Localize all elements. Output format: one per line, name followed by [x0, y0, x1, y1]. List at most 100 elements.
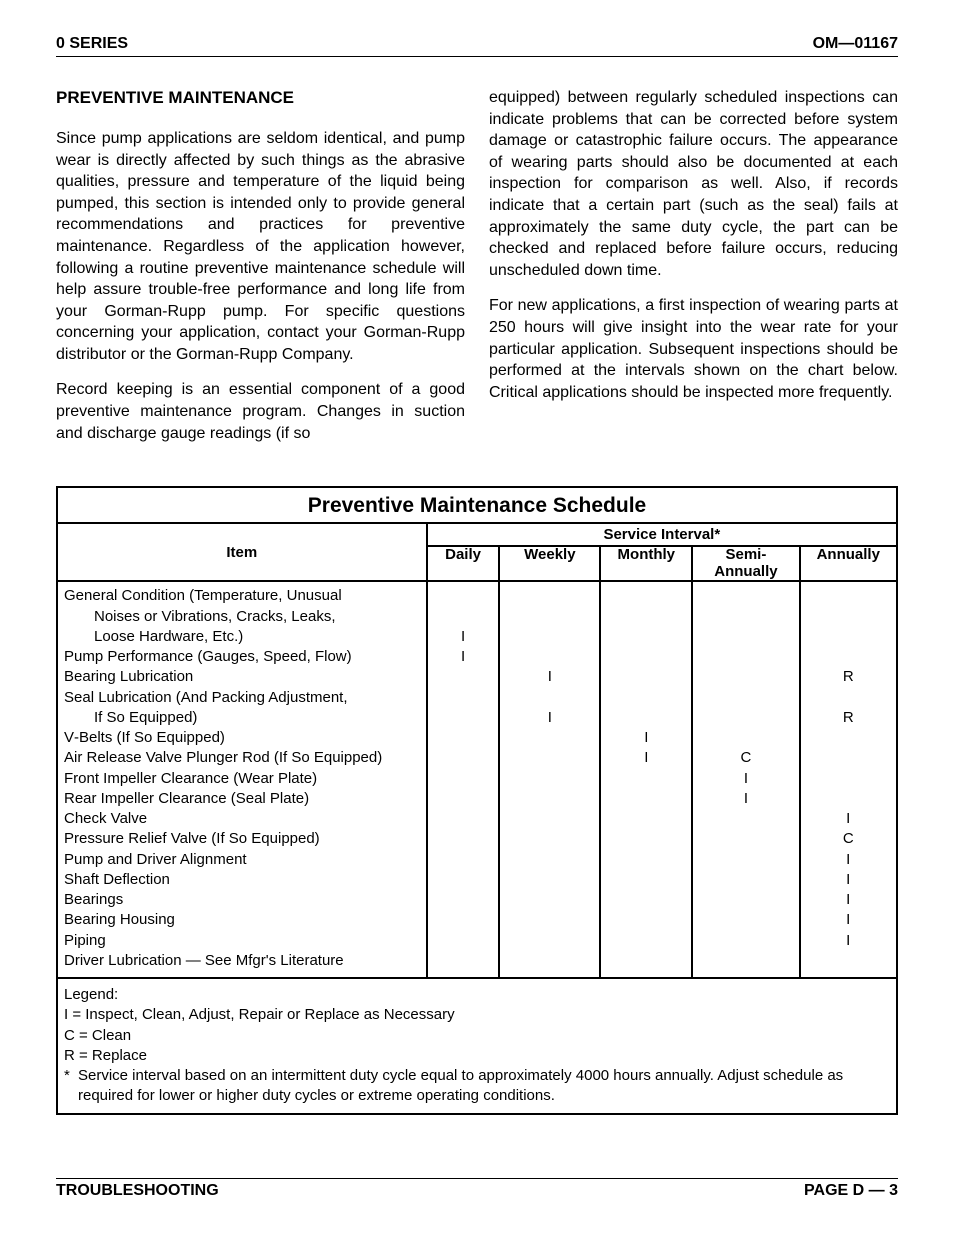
col-daily-header: Daily: [427, 546, 500, 581]
body-columns: PREVENTIVE MAINTENANCE Since pump applic…: [56, 87, 898, 458]
item-cell: Bearings: [58, 890, 427, 910]
cell-semi: [692, 581, 799, 606]
page-header: 0 SERIES OM—01167: [56, 35, 898, 57]
item-cell: If So Equipped): [58, 708, 427, 728]
schedule-table: Item Service Interval* Daily Weekly Mont…: [58, 524, 896, 1112]
cell-daily: [427, 769, 500, 789]
legend-title: Legend:: [64, 985, 890, 1005]
cell-monthly: [600, 910, 692, 930]
cell-annual: [800, 748, 896, 768]
item-cell: Rear Impeller Clearance (Seal Plate): [58, 789, 427, 809]
cell-weekly: [499, 728, 600, 748]
cell-weekly: [499, 850, 600, 870]
table-header-row1: Item Service Interval*: [58, 524, 896, 546]
item-header: Item: [58, 524, 427, 581]
cell-daily: [427, 728, 500, 748]
cell-weekly: [499, 789, 600, 809]
cell-annual: I: [800, 809, 896, 829]
cell-weekly: [499, 627, 600, 647]
left-p2: Record keeping is an essential component…: [56, 379, 465, 444]
cell-monthly: [600, 890, 692, 910]
cell-daily: [427, 667, 500, 687]
item-cell: Front Impeller Clearance (Wear Plate): [58, 769, 427, 789]
item-line3: Loose Hardware, Etc.): [64, 627, 422, 647]
cell-semi: I: [692, 769, 799, 789]
table-row: V‐Belts (If So Equipped) I: [58, 728, 896, 748]
table-row: Bearings I: [58, 890, 896, 910]
cell-annual: I: [800, 890, 896, 910]
cell-monthly: [600, 647, 692, 667]
table-row: Pressure Relief Valve (If So Equipped) C: [58, 829, 896, 849]
cell-semi: C: [692, 748, 799, 768]
col-semi-header: Semi- Annually: [692, 546, 799, 581]
cell-annual: [800, 581, 896, 606]
footer-left: TROUBLESHOOTING: [56, 1182, 219, 1200]
cell-monthly: [600, 667, 692, 687]
cell-weekly: [499, 829, 600, 849]
asterisk-icon: *: [64, 1066, 78, 1107]
cell-weekly: I: [499, 667, 600, 687]
table-row: Loose Hardware, Etc.) I: [58, 627, 896, 647]
section-title: PREVENTIVE MAINTENANCE: [56, 87, 465, 110]
cell-daily: [427, 850, 500, 870]
table-row: General Condition (Temperature, Unusual: [58, 581, 896, 606]
page: 0 SERIES OM—01167 PREVENTIVE MAINTENANCE…: [0, 0, 954, 1235]
table-row: Bearing Lubrication I R: [58, 667, 896, 687]
cell-annual: [800, 627, 896, 647]
table-row: Noises or Vibrations, Cracks, Leaks,: [58, 607, 896, 627]
cell-monthly: [600, 708, 692, 728]
cell-daily: [427, 708, 500, 728]
legend-i: I = Inspect, Clean, Adjust, Repair or Re…: [64, 1005, 890, 1025]
cell-monthly: [600, 688, 692, 708]
cell-semi: [692, 667, 799, 687]
cell-weekly: [499, 890, 600, 910]
item-cell: Check Valve: [58, 809, 427, 829]
schedule-box: Preventive Maintenance Schedule Item Ser…: [56, 486, 898, 1114]
cell-monthly: [600, 769, 692, 789]
left-p1: Since pump applications are seldom ident…: [56, 128, 465, 366]
cell-annual: I: [800, 931, 896, 951]
cell-monthly: I: [600, 748, 692, 768]
table-row: If So Equipped) I R: [58, 708, 896, 728]
cell-annual: [800, 789, 896, 809]
header-right: OM—01167: [813, 35, 898, 53]
cell-annual: [800, 688, 896, 708]
item-cell: Air Release Valve Plunger Rod (If So Equ…: [58, 748, 427, 768]
cell-annual: [800, 951, 896, 978]
item-cell: V‐Belts (If So Equipped): [58, 728, 427, 748]
cell-semi: [692, 809, 799, 829]
table-row: Front Impeller Clearance (Wear Plate) I: [58, 769, 896, 789]
right-column: equipped) between regularly scheduled in…: [489, 87, 898, 458]
cell-annual: [800, 769, 896, 789]
cell-monthly: [600, 951, 692, 978]
cell-semi: [692, 890, 799, 910]
cell-semi: [692, 627, 799, 647]
cell-semi: I: [692, 789, 799, 809]
cell-monthly: [600, 931, 692, 951]
table-row: Pump and Driver Alignment I: [58, 850, 896, 870]
item-cell: Driver Lubrication — See Mfgr's Literatu…: [58, 951, 427, 978]
cell-semi: [692, 829, 799, 849]
cell-semi: [692, 850, 799, 870]
cell-daily: [427, 809, 500, 829]
cell-daily: [427, 748, 500, 768]
cell-weekly: [499, 688, 600, 708]
table-row: Seal Lubrication (And Packing Adjustment…: [58, 688, 896, 708]
cell-monthly: [600, 581, 692, 606]
item-cell: Piping: [58, 931, 427, 951]
cell-semi: [692, 708, 799, 728]
cell-semi: [692, 607, 799, 627]
table-row: Rear Impeller Clearance (Seal Plate) I: [58, 789, 896, 809]
cell-annual: R: [800, 667, 896, 687]
table-row: Check Valve I: [58, 809, 896, 829]
item-cell: Loose Hardware, Etc.): [58, 627, 427, 647]
cell-annual: [800, 728, 896, 748]
cell-daily: [427, 789, 500, 809]
cell-semi: [692, 951, 799, 978]
cell-weekly: [499, 607, 600, 627]
cell-semi: [692, 728, 799, 748]
cell-annual: I: [800, 850, 896, 870]
cell-annual: I: [800, 870, 896, 890]
cell-daily: [427, 870, 500, 890]
cell-daily: [427, 931, 500, 951]
